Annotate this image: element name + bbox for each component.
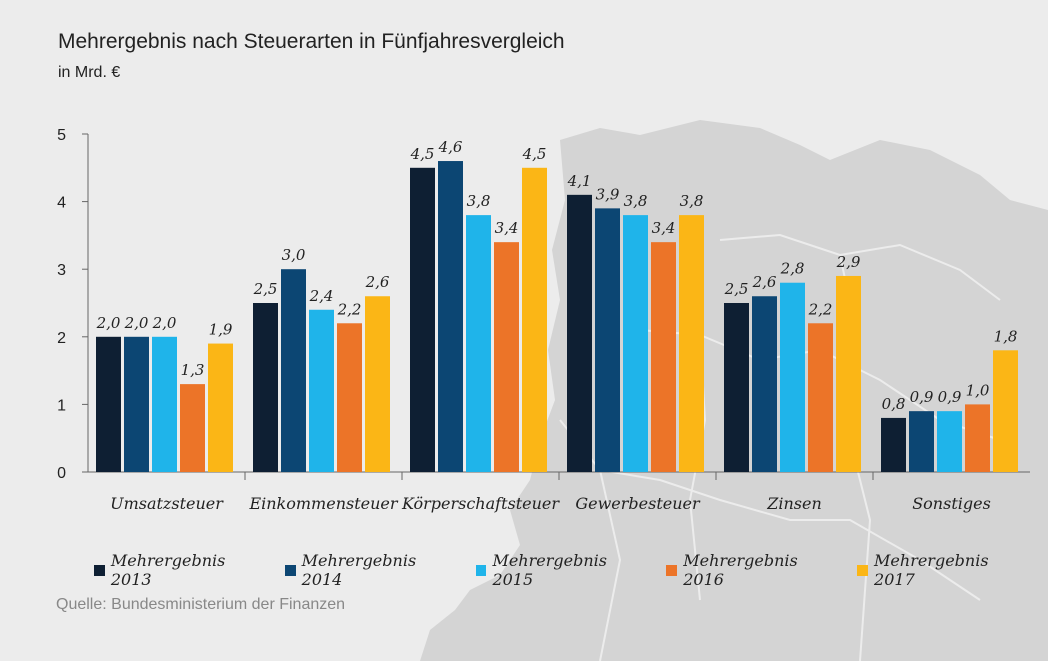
- data-label: 1,9: [209, 321, 233, 339]
- bar: [651, 242, 676, 472]
- legend-swatch: [94, 564, 105, 576]
- legend-item: Mehrergebnis 2016: [666, 551, 841, 589]
- bar: [180, 384, 205, 472]
- bar: [337, 323, 362, 472]
- bar: [124, 336, 149, 472]
- bar: [780, 282, 805, 472]
- legend-swatch: [475, 564, 487, 576]
- legend-item: Mehrergebnis 2013: [94, 551, 269, 589]
- data-label: 3,8: [624, 192, 648, 210]
- bar: [567, 194, 592, 472]
- y-tick-label: 2: [57, 330, 66, 347]
- y-tick-label: 4: [57, 195, 66, 212]
- data-label: 2,5: [724, 280, 749, 298]
- data-label: 3,4: [495, 219, 519, 237]
- bar: [909, 411, 934, 472]
- data-label: 0,9: [938, 388, 962, 406]
- bar: [281, 269, 306, 472]
- x-tick-label: Einkommensteuer: [248, 494, 398, 513]
- legend-swatch: [284, 564, 296, 576]
- x-tick-label: Körperschaftsteuer: [401, 494, 560, 513]
- x-tick-label: Gewerbesteuer: [575, 494, 701, 513]
- data-label: 3,4: [652, 219, 676, 237]
- bar: [438, 161, 463, 473]
- bar: [965, 404, 990, 472]
- data-label: 2,0: [96, 314, 121, 332]
- y-tick-label: 3: [57, 262, 66, 279]
- legend-label: Mehrergebnis 2017: [874, 551, 989, 589]
- data-label: 1,8: [994, 327, 1018, 345]
- data-label: 2,8: [780, 260, 805, 278]
- bar: [96, 336, 121, 472]
- bar: [808, 323, 833, 472]
- bar: [253, 303, 278, 472]
- bar: [208, 343, 233, 472]
- data-label: 4,5: [410, 145, 435, 163]
- x-tick-label: Zinsen: [766, 494, 822, 513]
- data-label: 2,6: [752, 273, 777, 291]
- data-label: 0,8: [882, 395, 906, 413]
- source-note: Quelle: Bundesministerium der Finanzen: [56, 596, 346, 613]
- bar: [623, 215, 648, 472]
- bar: [752, 296, 777, 472]
- legend-item: Mehrergebnis 2015: [475, 551, 651, 589]
- data-label: 2,2: [808, 300, 833, 318]
- data-label: 3,0: [282, 246, 306, 264]
- bar: [937, 411, 962, 472]
- legend-swatch: [857, 564, 869, 576]
- legend-label: Mehrergebnis 2014: [301, 551, 417, 589]
- bar: [679, 215, 704, 472]
- legend-label: Mehrergebnis 2013: [110, 551, 226, 589]
- legend-item: Mehrergebnis 2014: [284, 551, 460, 589]
- data-label: 2,2: [337, 300, 362, 318]
- bar: [466, 215, 491, 472]
- bar: [724, 303, 749, 472]
- data-label: 2,9: [836, 253, 861, 271]
- data-label: 3,8: [680, 192, 704, 210]
- legend-label: Mehrergebnis 2016: [683, 551, 798, 589]
- data-label: 4,5: [522, 145, 547, 163]
- bar: [309, 309, 334, 472]
- data-label: 1,0: [966, 381, 990, 399]
- data-label: 0,9: [910, 388, 934, 406]
- y-tick-label: 0: [57, 465, 66, 482]
- bar: [152, 336, 177, 472]
- data-label: 2,5: [253, 280, 278, 298]
- bar: [993, 350, 1018, 472]
- x-tick-label: Sonstiges: [912, 494, 991, 513]
- chart-subtitle: in Mrd. €: [58, 64, 121, 81]
- data-label: 2,0: [124, 314, 149, 332]
- data-label: 2,0: [152, 314, 177, 332]
- legend-swatch: [666, 564, 678, 576]
- bar: [595, 208, 620, 473]
- chart-title: Mehrergebnis nach Steuerarten in Fünfjah…: [58, 30, 565, 53]
- data-label: 3,8: [467, 192, 491, 210]
- y-tick-label: 5: [57, 127, 66, 144]
- bar: [881, 417, 906, 472]
- bar: [365, 296, 390, 472]
- data-label: 4,6: [438, 138, 463, 156]
- x-tick-label: Umsatzsteuer: [110, 494, 224, 513]
- bar: [410, 167, 435, 473]
- bar: [522, 167, 547, 473]
- data-label: 2,6: [365, 273, 390, 291]
- data-label: 1,3: [181, 361, 205, 379]
- data-label: 3,9: [596, 185, 620, 203]
- legend-label: Mehrergebnis 2015: [492, 551, 607, 589]
- data-label: 2,4: [309, 287, 334, 305]
- bar: [494, 242, 519, 472]
- legend: Mehrergebnis 2013 Mehrergebnis 2014 Mehrer…: [94, 551, 1048, 589]
- y-tick-label: 1: [57, 397, 66, 414]
- bar: [836, 275, 861, 472]
- legend-item: Mehrergebnis 2017: [857, 551, 1032, 589]
- data-label: 4,1: [567, 172, 592, 190]
